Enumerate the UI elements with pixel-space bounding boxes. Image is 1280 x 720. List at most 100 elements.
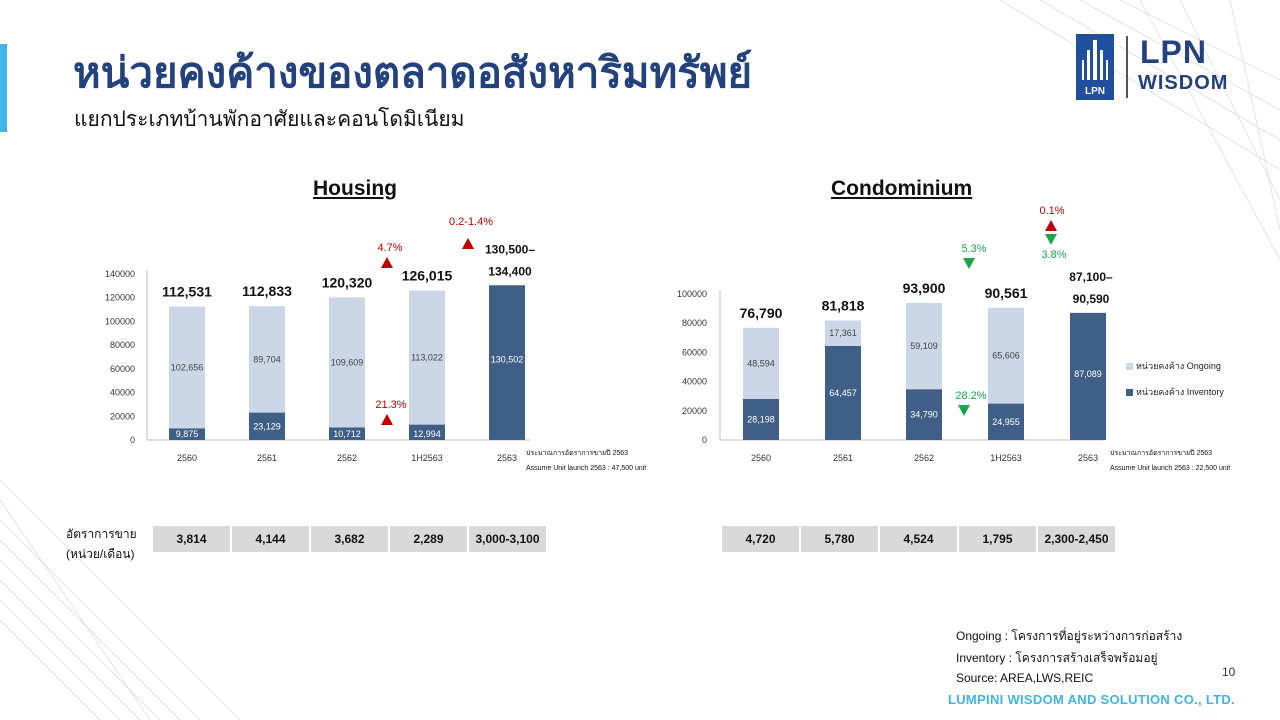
inventory-data-label: 24,955 xyxy=(992,417,1020,427)
inventory-bar xyxy=(1070,312,1106,440)
inventory-data-label: 12,994 xyxy=(413,429,441,439)
triangle-up-icon xyxy=(381,414,393,425)
inventory-data-label: 87,089 xyxy=(1074,369,1102,379)
sales-rate-cell: 1,795 xyxy=(959,526,1036,552)
y-tick-label: 0 xyxy=(130,435,135,445)
x-tick-label: 2560 xyxy=(177,453,197,463)
y-tick-label: 0 xyxy=(702,435,707,445)
condo-sales-rate-row: 4,720 5,780 4,524 1,795 2,300-2,450 xyxy=(722,526,1115,552)
inventory-bar xyxy=(249,412,285,440)
change-annotation-label: 0.1% xyxy=(1039,205,1064,217)
y-tick-label: 80000 xyxy=(682,318,707,328)
logo-text-top: LPN xyxy=(1140,34,1207,70)
side-note: Assume Unit launch 2563 : 22,500 unit xyxy=(1110,465,1230,472)
total-label: 81,818 xyxy=(822,298,865,314)
total-label: 112,531 xyxy=(162,284,212,300)
change-annotation-label: 0.2-1.4% xyxy=(449,216,493,228)
x-tick-label: 1H2563 xyxy=(990,453,1022,463)
change-annotation-label: 28.2% xyxy=(955,390,986,402)
housing-chart-title: Housing xyxy=(313,177,397,200)
side-note: ประมาณการอัตราการขายปี 2563 xyxy=(1110,449,1212,457)
triangle-down-icon xyxy=(958,405,970,416)
change-annotation-label: 5.3% xyxy=(961,243,986,255)
ongoing-bar xyxy=(329,297,365,428)
ongoing-data-label: 65,606 xyxy=(992,351,1020,361)
note-inventory: Inventory : โครงการสร้างเสร็จพร้อมอยู่ xyxy=(956,651,1158,665)
change-annotation-label: 4.7% xyxy=(377,242,402,254)
inventory-data-label: 130,502 xyxy=(491,355,524,365)
x-tick-label: 2563 xyxy=(1078,453,1098,463)
inventory-data-label: 28,198 xyxy=(747,414,775,424)
ongoing-data-label: 113,022 xyxy=(411,353,443,363)
inventory-data-label: 64,457 xyxy=(829,388,857,398)
triangle-up-icon xyxy=(462,238,474,249)
y-tick-label: 40000 xyxy=(110,388,135,398)
inventory-bar xyxy=(409,424,445,440)
total-label: 120,320 xyxy=(322,274,373,290)
ongoing-data-label: 59,109 xyxy=(910,341,938,351)
y-tick-label: 60000 xyxy=(110,364,135,374)
page-subtitle: แยกประเภทบ้านพักอาศัยและคอนโดมิเนียม xyxy=(74,108,465,131)
total-label: 76,790 xyxy=(740,305,783,321)
sales-rate-cell: 5,780 xyxy=(801,526,878,552)
legend-inventory: หน่วยคงค้าง Inventory xyxy=(1126,385,1224,399)
ongoing-data-label: 109,609 xyxy=(331,357,364,367)
legend-ongoing-label: หน่วยคงค้าง Ongoing xyxy=(1136,361,1221,371)
inventory-bar xyxy=(906,389,942,440)
ongoing-bar xyxy=(249,306,285,413)
ongoing-bar xyxy=(169,306,205,429)
triangle-down-icon xyxy=(1045,234,1057,245)
housing-sales-rate-row: 3,814 4,144 3,682 2,289 3,000-3,100 xyxy=(153,526,546,552)
sales-rate-label-line1: อัตราการขาย xyxy=(66,527,137,541)
inventory-data-label: 34,790 xyxy=(910,410,938,420)
total-label: 90,561 xyxy=(985,285,1028,301)
change-annotation-label: 3.8% xyxy=(1041,249,1066,261)
sales-rate-cell: 4,144 xyxy=(232,526,309,552)
sales-rate-cell: 3,000-3,100 xyxy=(469,526,546,552)
company-name: LUMPINI WISDOM AND SOLUTION CO., LTD. xyxy=(948,692,1235,707)
total-label: 90,590 xyxy=(1073,292,1110,306)
triangle-up-icon xyxy=(1045,220,1057,231)
total-label: 87,100– xyxy=(1069,270,1113,284)
lpn-wisdom-logo: LPN LPN WISDOM xyxy=(1076,34,1246,100)
y-tick-label: 20000 xyxy=(682,406,707,416)
x-tick-label: 2561 xyxy=(257,453,277,463)
condominium-chart-title: Condominium xyxy=(831,177,973,200)
y-tick-label: 120000 xyxy=(105,293,135,303)
logo-divider xyxy=(1126,36,1128,98)
sales-rate-cell: 3,814 xyxy=(153,526,230,552)
logo-text-bottom: WISDOM xyxy=(1138,72,1229,94)
sales-rate-label: อัตราการขาย (หน่วย/เดือน) xyxy=(66,524,137,564)
ongoing-bar xyxy=(825,320,861,346)
sales-rate-cell: 3,682 xyxy=(311,526,388,552)
y-tick-label: 40000 xyxy=(682,377,707,387)
note-ongoing: Ongoing : โครงการที่อยู่ระหว่างการก่อสร้… xyxy=(956,629,1183,643)
inventory-bar xyxy=(988,403,1024,440)
page-number: 10 xyxy=(1222,665,1236,679)
building-icon xyxy=(1082,40,1108,80)
y-tick-label: 140000 xyxy=(105,269,135,279)
x-tick-label: 2561 xyxy=(833,453,853,463)
inventory-data-label: 10,712 xyxy=(333,429,361,439)
x-tick-label: 2562 xyxy=(914,453,934,463)
sales-rate-cell: 4,720 xyxy=(722,526,799,552)
triangle-down-icon xyxy=(963,258,975,269)
x-tick-label: 2563 xyxy=(497,453,517,463)
side-note: ประมาณการอัตราการขายปี 2563 xyxy=(526,449,628,457)
sales-rate-label-line2: (หน่วย/เดือน) xyxy=(66,547,135,561)
legend-inventory-swatch xyxy=(1126,388,1133,396)
y-tick-label: 60000 xyxy=(682,347,707,357)
y-tick-label: 100000 xyxy=(677,289,707,299)
ongoing-data-label: 89,704 xyxy=(253,354,281,364)
legend-inventory-label: หน่วยคงค้าง Inventory xyxy=(1136,387,1224,397)
ongoing-bar xyxy=(743,327,779,399)
total-label: 134,400 xyxy=(488,264,532,278)
inventory-bar xyxy=(825,345,861,440)
ongoing-data-label: 17,361 xyxy=(829,328,857,338)
total-label: 126,015 xyxy=(402,268,453,284)
ongoing-bar xyxy=(409,290,445,425)
inventory-bar xyxy=(743,398,779,440)
legend-ongoing-swatch xyxy=(1126,362,1133,370)
